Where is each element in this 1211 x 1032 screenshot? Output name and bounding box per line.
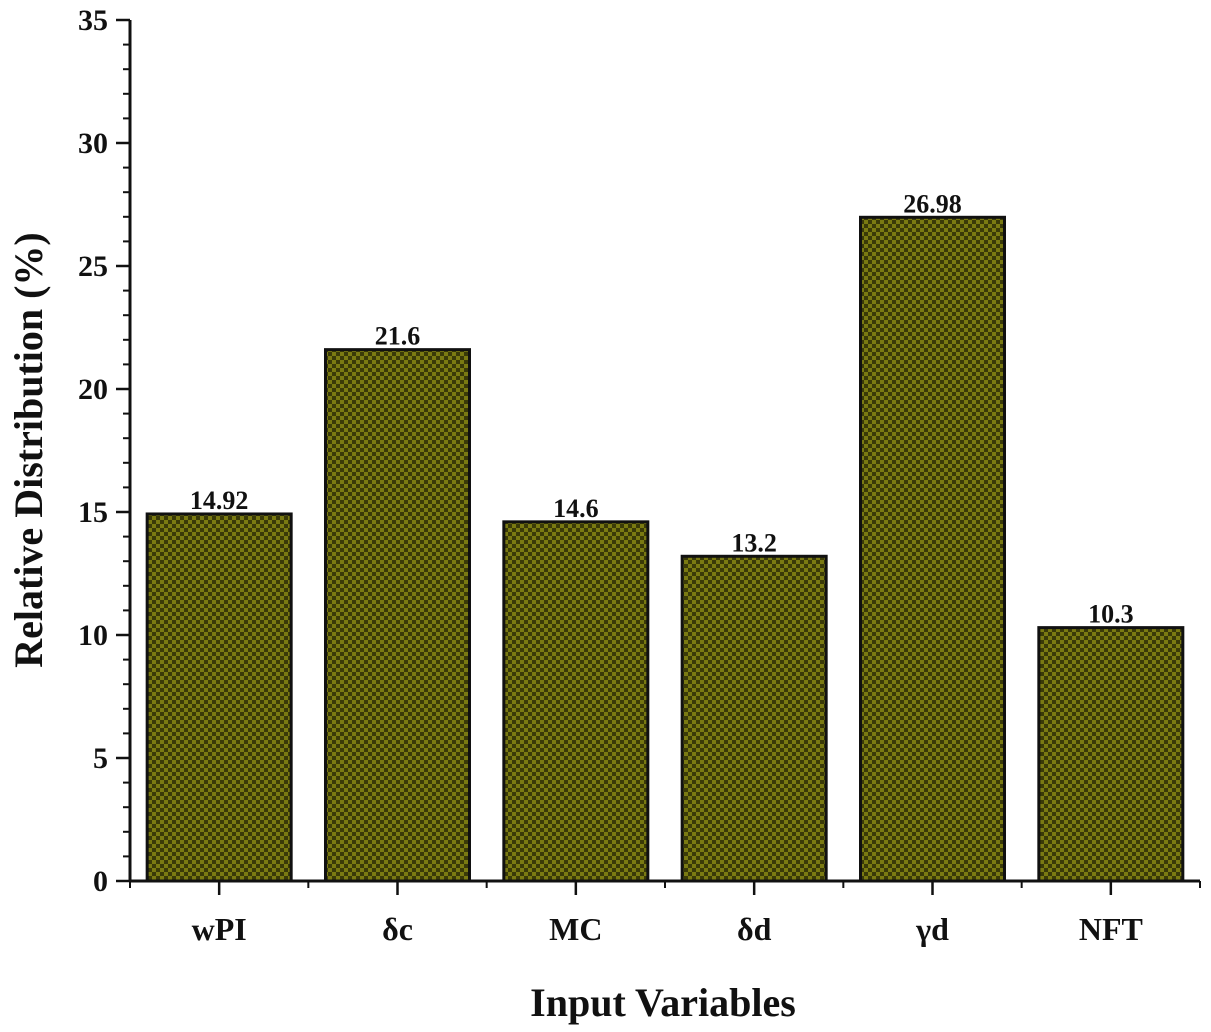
data-label-2: 14.6 [553, 494, 599, 523]
y-tick-label-2: 10 [78, 619, 108, 652]
x-tick-label-5: NFT [1079, 911, 1143, 947]
y-tick-label-6: 30 [78, 127, 108, 160]
x-tick-label-0: wPI [192, 911, 247, 947]
bar-5 [1037, 626, 1185, 883]
data-label-0: 14.92 [190, 486, 249, 515]
data-label-1: 21.6 [375, 322, 421, 351]
y-tick-label-7: 35 [78, 4, 108, 37]
bars-group [145, 215, 1185, 883]
bar-3 [680, 554, 828, 883]
x-tick-label-1: δc [382, 911, 413, 947]
bar-4 [859, 215, 1006, 883]
data-label-3: 13.2 [731, 528, 777, 557]
bar-0 [145, 512, 293, 883]
bar-2 [502, 520, 650, 883]
x-axis: wPI δc MC δd γd NFT [129, 879, 1201, 947]
x-axis-title: Input Variables [530, 980, 796, 1025]
y-axis: 0 5 10 15 20 25 30 35 [78, 4, 132, 898]
x-tick-label-3: δd [737, 911, 772, 947]
y-tick-label-1: 5 [93, 742, 108, 775]
x-tick-label-2: MC [549, 911, 602, 947]
bar-1 [324, 348, 471, 883]
data-label-5: 10.3 [1088, 600, 1134, 629]
x-tick-label-4: γd [915, 911, 949, 947]
data-label-4: 26.98 [903, 189, 962, 218]
data-labels-group: 14.92 21.6 14.6 13.2 26.98 10.3 [190, 189, 1134, 628]
y-tick-label-3: 15 [78, 496, 108, 529]
y-tick-label-4: 20 [78, 373, 108, 406]
y-tick-label-0: 0 [93, 865, 108, 898]
y-axis-title: Relative Distribution (%) [6, 232, 51, 668]
y-tick-label-5: 25 [78, 250, 108, 283]
